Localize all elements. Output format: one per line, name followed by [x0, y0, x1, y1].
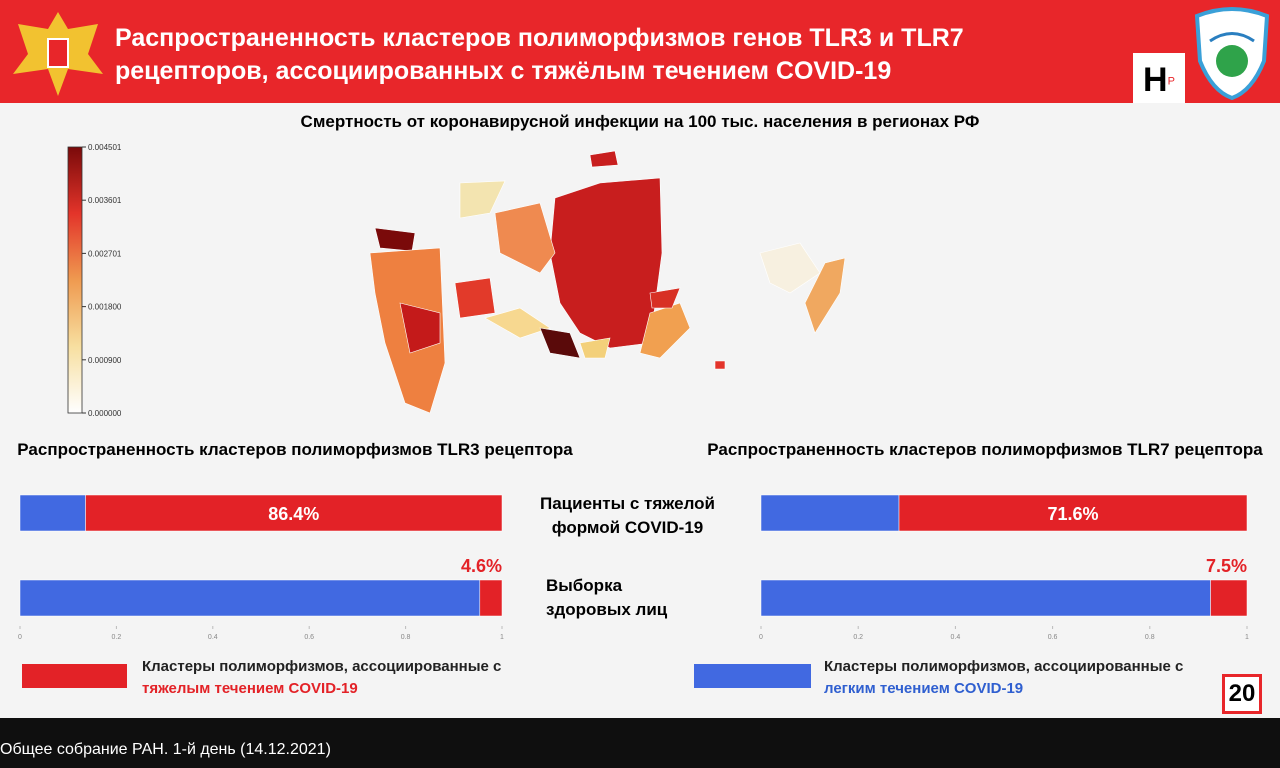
header-band: [0, 0, 1280, 103]
chart-title: Распространенность кластеров полиморфизм…: [707, 440, 1263, 459]
category-label: Выборка здоровых лиц: [546, 576, 668, 619]
x-tick-label: 0.2: [112, 634, 122, 641]
x-tick-label: 0.8: [401, 634, 411, 641]
x-tick-label: 0.8: [1145, 634, 1155, 641]
logo-sup: Р: [1167, 75, 1175, 88]
bar-segment: [19, 579, 481, 617]
logo: НР: [1130, 50, 1188, 110]
bar-segment: [898, 494, 1248, 532]
data-label: 71.6%: [1047, 504, 1098, 524]
x-tick-label: 0.6: [1048, 634, 1058, 641]
colorbar-tick-label: 0.004501: [88, 143, 122, 152]
x-tick-label: 1: [500, 634, 504, 641]
bar-segment: [1210, 579, 1248, 617]
x-tick-label: 0.4: [208, 634, 218, 641]
shield-logo: [1194, 7, 1270, 101]
legend-swatch: [694, 664, 811, 688]
colorbar-tick-label: 0.003601: [88, 196, 122, 205]
x-tick-label: 0.4: [951, 634, 961, 641]
legend-swatch: [22, 664, 127, 688]
x-tick-label: 1: [1245, 634, 1249, 641]
bar-segment: [760, 494, 900, 532]
map-regions: [369, 150, 846, 414]
charts: 0 0.2 0.4 0.6 0.8 1 86.4% 4.6% 0 0.2 0.4 0.6 0.8 1 71.…: [18, 494, 1249, 688]
emblem: [13, 12, 103, 96]
colorbar-tick-label: 0.000000: [88, 409, 122, 418]
colorbar: [67, 146, 83, 414]
colorbar-tick-label: 0.000900: [88, 356, 122, 365]
chart-title: Распространенность кластеров полиморфизм…: [17, 440, 573, 459]
map-title: Смертность от коронавирусной инфекции на…: [300, 112, 980, 131]
x-tick-label: 0.6: [304, 634, 314, 641]
slide-number: 20: [1222, 674, 1262, 714]
colorbar-tick-label: 0.002701: [88, 249, 122, 258]
video-caption: Общее собрание РАН. 1-й день (14.12.2021…: [0, 741, 331, 758]
data-label: 86.4%: [268, 504, 319, 524]
colorbar-tick-label: 0.001800: [88, 303, 122, 312]
header-title: Распространенность кластеров полиморфизм…: [115, 24, 964, 85]
legend-label: Кластеры полиморфизмов, ассоциированные …: [142, 658, 502, 697]
logo-text: Н: [1143, 61, 1168, 99]
legend-label: Кластеры полиморфизмов, ассоциированные …: [824, 658, 1184, 697]
map: 0.000000 0.000900 0.001800 0.002701 0.003601…: [67, 143, 846, 418]
data-label: 4.6%: [461, 556, 502, 576]
bar-segment: [19, 494, 86, 532]
data-label: 7.5%: [1206, 556, 1247, 576]
x-tick-label: 0: [18, 634, 22, 641]
x-tick-label: 0: [759, 634, 763, 641]
video-bar: [0, 718, 1280, 768]
category-label: Пациенты с тяжелой формой COVID-19: [540, 494, 715, 537]
bar-segment: [85, 494, 503, 532]
bar-segment: [760, 579, 1211, 617]
bar-segment: [479, 579, 503, 617]
x-tick-label: 0.2: [853, 634, 863, 641]
